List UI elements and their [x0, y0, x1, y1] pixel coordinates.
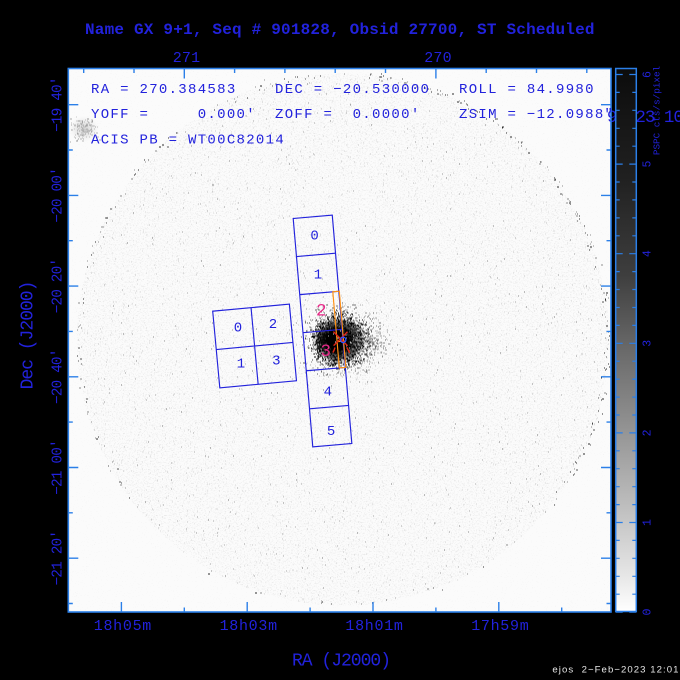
svg-text:0: 0: [234, 320, 242, 336]
svg-text:1: 1: [237, 357, 245, 373]
svg-text:RA (J2000): RA (J2000): [292, 652, 390, 672]
svg-text:RA = 270.384583: RA = 270.384583: [91, 82, 237, 98]
svg-text:DEC = −20.530000: DEC = −20.530000: [275, 82, 430, 98]
svg-text:ROLL = 84.9980: ROLL = 84.9980: [459, 82, 595, 98]
svg-text:ZSIM = −12.0988": ZSIM = −12.0988": [459, 107, 614, 123]
svg-text:271: 271: [173, 50, 201, 67]
svg-text:Name GX 9+1, Seq # 901828, Obs: Name GX 9+1, Seq # 901828, Obsid 27700, …: [85, 21, 595, 39]
svg-text:3: 3: [272, 354, 280, 370]
svg-text:−19 40': −19 40': [51, 77, 67, 132]
svg-text:1: 1: [642, 519, 655, 526]
svg-text:ejos 2−Feb−2023 12:01: ejos 2−Feb−2023 12:01: [552, 665, 679, 676]
svg-text:5: 5: [327, 424, 335, 440]
svg-text:5: 5: [642, 161, 655, 168]
svg-text:−21 20': −21 20': [51, 531, 67, 586]
svg-text:YOFF = 0.000': YOFF = 0.000': [91, 107, 256, 123]
svg-text:Dec (J2000): Dec (J2000): [19, 282, 39, 390]
svg-text:3: 3: [642, 340, 655, 347]
svg-text:0: 0: [642, 609, 655, 616]
svg-text:ACIS PB = WT00C82014: ACIS PB = WT00C82014: [91, 133, 285, 149]
svg-text:4: 4: [642, 250, 655, 257]
svg-text:6: 6: [642, 71, 655, 78]
svg-text:3: 3: [320, 342, 331, 362]
svg-text:18h05m: 18h05m: [94, 618, 152, 635]
svg-text:4: 4: [324, 385, 332, 401]
svg-text:18h03m: 18h03m: [220, 618, 278, 635]
svg-text:1: 1: [314, 267, 322, 283]
svg-text:18h01m: 18h01m: [345, 618, 403, 635]
svg-text:ZOFF = 0.0000': ZOFF = 0.0000': [275, 107, 421, 123]
svg-text:2: 2: [642, 429, 655, 436]
svg-text:−21 00': −21 00': [51, 440, 67, 495]
svg-text:−20 40': −20 40': [51, 349, 67, 404]
svg-text:2: 2: [269, 317, 277, 333]
svg-text:2: 2: [316, 302, 327, 322]
svg-text:270: 270: [424, 50, 452, 67]
svg-text:PSPC cts/s/pixel: PSPC cts/s/pixel: [652, 65, 663, 155]
svg-text:17h59m: 17h59m: [471, 618, 529, 635]
svg-text:−20 00': −20 00': [51, 168, 67, 223]
svg-text:−20 20': −20 20': [51, 259, 67, 314]
svg-text:0: 0: [310, 228, 318, 244]
